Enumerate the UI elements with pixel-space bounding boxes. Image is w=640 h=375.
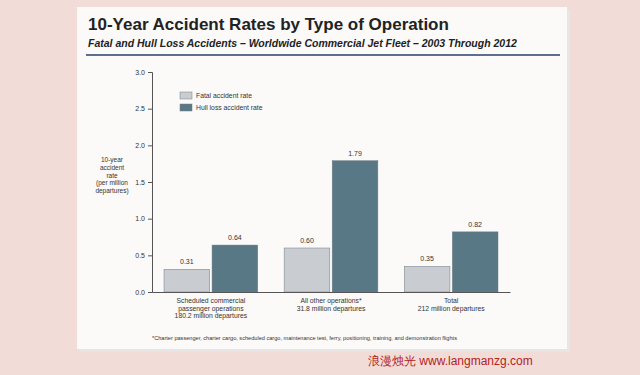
- watermark: 浪漫烛光 www.langmanzg.com: [368, 354, 533, 368]
- series: [212, 161, 498, 292]
- y-tick-label: 2.0: [135, 142, 145, 149]
- x-tick: Total212 million departures: [418, 297, 485, 313]
- y-tick: 1.0: [135, 215, 152, 222]
- y-tick-mark: [148, 219, 152, 220]
- y-axis: 0.0 0.5 1.0 1.5 2.0 2.5 3.0: [135, 69, 152, 296]
- y-tick-label: 2.5: [135, 105, 145, 112]
- x-tick: All other operations*31.8 million depart…: [297, 297, 366, 313]
- data-label: 0.31: [180, 258, 194, 265]
- y-axis-label: 10-yearaccidentrate(per milliondeparture…: [95, 156, 128, 195]
- bar: [332, 161, 378, 292]
- bar: [452, 232, 498, 292]
- legend-label: Fatal accident rate: [196, 92, 252, 99]
- x-tick: Scheduled commercialpassenger operations…: [175, 297, 248, 321]
- bar: [164, 269, 210, 292]
- x-axis-line: [153, 292, 511, 293]
- y-tick-mark: [148, 72, 152, 73]
- subtitle: Fatal and Hull Loss Accidents – Worldwid…: [88, 37, 517, 49]
- slide: [77, 7, 567, 349]
- x-axis: Scheduled commercialpassenger operations…: [153, 293, 511, 321]
- y-tick-label: 1.5: [135, 179, 145, 186]
- y-tick: 2.0: [135, 142, 152, 149]
- y-tick-label: 3.0: [135, 69, 145, 76]
- y-tick-mark: [148, 145, 152, 146]
- data-label: 0.64: [228, 234, 242, 241]
- data-labels: 0.31 0.60 0.35 0.64 1.79 0.82: [180, 150, 482, 266]
- bar: [212, 245, 258, 292]
- background: [0, 0, 640, 375]
- data-label: 0.35: [420, 255, 434, 262]
- y-tick-mark: [148, 255, 152, 256]
- y-tick-label: 0.0: [135, 289, 145, 296]
- title-rule: [86, 54, 560, 56]
- bar: [284, 248, 330, 292]
- title: 10-Year Accident Rates by Type of Operat…: [88, 15, 449, 34]
- legend: Fatal accident rate Hull loss accident ra…: [180, 92, 263, 111]
- x-tick-label: Scheduled commercialpassenger operations…: [175, 297, 248, 321]
- legend-item: Hull loss accident rate: [180, 104, 263, 111]
- y-tick-label: 0.5: [135, 252, 145, 259]
- y-tick: 2.5: [135, 105, 152, 112]
- series: [164, 248, 450, 292]
- y-tick-mark: [148, 182, 152, 183]
- legend-label: Hull loss accident rate: [196, 104, 263, 111]
- y-tick-mark: [148, 292, 152, 293]
- bars: [164, 161, 498, 292]
- y-tick: 3.0: [135, 69, 152, 76]
- data-label: 0.60: [300, 237, 314, 244]
- y-tick: 0.5: [135, 252, 152, 259]
- legend-swatch: [180, 92, 192, 99]
- footnote: *Charter passenger, charter cargo, sched…: [152, 335, 457, 341]
- legend-item: Fatal accident rate: [180, 92, 252, 99]
- legend-swatch: [180, 104, 192, 111]
- data-label: 0.82: [468, 221, 482, 228]
- bar: [404, 266, 450, 292]
- y-tick: 1.5: [135, 179, 152, 186]
- y-tick-label: 1.0: [135, 215, 145, 222]
- y-tick: 0.0: [135, 289, 152, 296]
- y-tick-mark: [148, 109, 152, 110]
- x-tick-label: All other operations*31.8 million depart…: [297, 297, 366, 313]
- data-label: 1.79: [348, 150, 362, 157]
- y-axis-line: [148, 73, 153, 293]
- chart: 10-Year Accident Rates by Type of Operat…: [0, 0, 640, 375]
- x-tick-label: Total212 million departures: [418, 297, 485, 313]
